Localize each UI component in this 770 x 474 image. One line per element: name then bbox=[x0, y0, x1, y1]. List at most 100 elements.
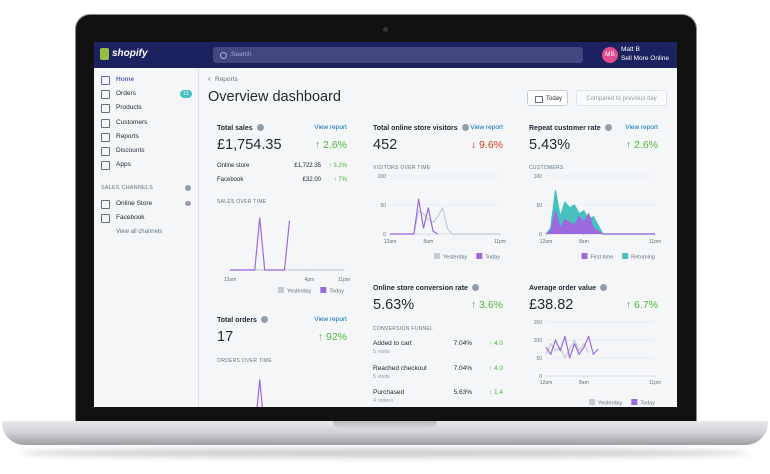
y-tick-label: 100 bbox=[378, 174, 387, 180]
legend-swatch bbox=[434, 253, 441, 259]
y-tick-label: 100 bbox=[534, 338, 543, 344]
nav-item[interactable]: Apps bbox=[116, 161, 131, 169]
funnel-change: ↑ 1.4 bbox=[488, 389, 503, 396]
card-change: ↑ 2.6% bbox=[625, 139, 658, 151]
view-report-link[interactable]: View report bbox=[314, 124, 347, 131]
sidebar: Home Orders 13 Products Customers Reports Disc… bbox=[94, 68, 199, 407]
funnel-sub: 5 visits bbox=[373, 349, 390, 355]
card-title: Repeat customer rate bbox=[529, 124, 612, 132]
card: Total sales View report £1,754.35 ↑ 2.6% Onl… bbox=[208, 116, 356, 300]
card: Average order value £38.82 ↑ 6.7% 0 50 100 150… bbox=[520, 276, 667, 407]
chart: 0 50 100 12am 8am 11pm Returning First time bbox=[534, 174, 661, 261]
y-tick-label: 50 bbox=[536, 356, 542, 362]
button-today[interactable]: Today bbox=[527, 90, 568, 106]
card-change: ↑ 92% bbox=[317, 331, 347, 343]
user-name: Matt B bbox=[621, 46, 640, 53]
y-tick-label: 0 bbox=[539, 374, 542, 380]
breakdown-label: Facebook bbox=[217, 177, 244, 183]
laptop-shadow bbox=[20, 448, 750, 458]
legend-label: Yesterday bbox=[287, 289, 312, 295]
nav-icon bbox=[101, 200, 110, 209]
search-bar[interactable]: Search bbox=[213, 47, 583, 63]
card-title: Online store conversion rate bbox=[373, 284, 479, 292]
legend-label: Today bbox=[640, 401, 655, 407]
x-tick-label: 8am bbox=[579, 380, 589, 386]
y-tick-label: 50 bbox=[380, 203, 386, 209]
card-value: 452 bbox=[373, 137, 398, 153]
breakdown-value: £32.00 bbox=[302, 177, 321, 183]
card-value: £1,754.35 bbox=[217, 137, 282, 153]
button-compare[interactable]: Compared to previous day bbox=[576, 90, 667, 106]
section-label: SALES OVER TIME bbox=[217, 199, 267, 205]
card: Total orders View report 17 ↑ 92% ORDERS OVE… bbox=[208, 308, 356, 407]
view-report-link[interactable]: View report bbox=[314, 316, 347, 323]
page-title: Overview dashboard bbox=[208, 89, 341, 105]
funnel-value: 7.04% bbox=[453, 364, 472, 372]
breadcrumb[interactable]: Reports bbox=[215, 76, 238, 83]
nav-icon bbox=[101, 118, 110, 128]
add-icon[interactable] bbox=[185, 185, 191, 191]
nav-icon bbox=[101, 104, 110, 114]
nav-item[interactable]: Reports bbox=[116, 132, 139, 140]
legend-swatch bbox=[581, 253, 588, 259]
top-bar: shopify Search MB Matt B Sell More Online bbox=[94, 42, 677, 68]
channel-item[interactable]: Online Store bbox=[116, 200, 153, 207]
breakdown-value: £1,722.35 bbox=[294, 163, 321, 169]
nav-icon bbox=[101, 132, 110, 142]
help-icon bbox=[461, 124, 469, 131]
series-line bbox=[545, 335, 599, 359]
nav-icon bbox=[101, 214, 110, 223]
x-tick-label: 4pm bbox=[304, 277, 314, 283]
card-change: ↑ 2.6% bbox=[314, 139, 347, 151]
legend-swatch bbox=[278, 287, 285, 293]
section-label: CUSTOMERS bbox=[529, 165, 564, 171]
logo: shopify bbox=[112, 48, 148, 59]
help-icon bbox=[604, 124, 612, 131]
x-tick-label: 11pm bbox=[649, 239, 661, 245]
view-report-link[interactable]: View report bbox=[470, 124, 503, 131]
area-fill bbox=[546, 190, 655, 234]
series-line bbox=[545, 210, 655, 235]
channel-item[interactable]: Facebook bbox=[116, 214, 145, 221]
card-change: ↑ 6.7% bbox=[625, 299, 658, 311]
section-label: VISITORS OVER TIME bbox=[373, 165, 431, 171]
nav-item[interactable]: Discounts bbox=[116, 147, 145, 154]
store-name: Sell More Online bbox=[621, 55, 670, 62]
view-all[interactable]: View all channels bbox=[116, 229, 163, 235]
legend-swatch bbox=[631, 399, 638, 405]
x-tick-label: 11pm bbox=[494, 239, 506, 245]
series-line bbox=[390, 207, 500, 235]
legend-label: Returning bbox=[631, 255, 655, 261]
card-change: ↓ 9.6% bbox=[470, 139, 503, 151]
x-tick-label: 12am bbox=[384, 239, 397, 245]
funnel-change: ↑ 4.0 bbox=[488, 340, 503, 347]
card-title: Total sales bbox=[217, 124, 264, 132]
series-line bbox=[230, 217, 291, 271]
eye-icon bbox=[185, 201, 191, 206]
y-tick-label: 50 bbox=[536, 203, 542, 209]
nav-item[interactable]: Products bbox=[116, 104, 142, 112]
section-label: ORDERS OVER TIME bbox=[217, 358, 272, 364]
y-tick-label: 0 bbox=[383, 232, 386, 238]
legend-label: Yesterday bbox=[443, 255, 468, 261]
help-icon bbox=[260, 316, 268, 323]
avatar[interactable]: MB bbox=[602, 47, 618, 63]
nav-icon bbox=[101, 90, 110, 100]
nav-item[interactable]: Home bbox=[116, 76, 135, 83]
nav-item[interactable]: Orders bbox=[116, 90, 136, 98]
section-label: CONVERSION FUNNEL bbox=[373, 326, 434, 332]
section-label: SALES CHANNELS bbox=[101, 185, 154, 191]
view-report-link[interactable]: View report bbox=[625, 124, 658, 131]
help-icon bbox=[471, 284, 479, 291]
legend-label: Today bbox=[485, 255, 500, 261]
series-line bbox=[256, 379, 263, 407]
search-icon bbox=[220, 52, 227, 59]
screen: shopify Search MB Matt B Sell More Online Hom… bbox=[94, 42, 677, 407]
card-value: 5.43% bbox=[529, 137, 571, 153]
chart bbox=[256, 379, 263, 407]
card-change: ↑ 3.6% bbox=[470, 299, 503, 311]
x-tick-label: 12am bbox=[540, 239, 553, 245]
nav-item[interactable]: Customers bbox=[116, 118, 148, 126]
funnel-label: Added to cart bbox=[373, 340, 412, 347]
legend-swatch bbox=[320, 287, 327, 293]
